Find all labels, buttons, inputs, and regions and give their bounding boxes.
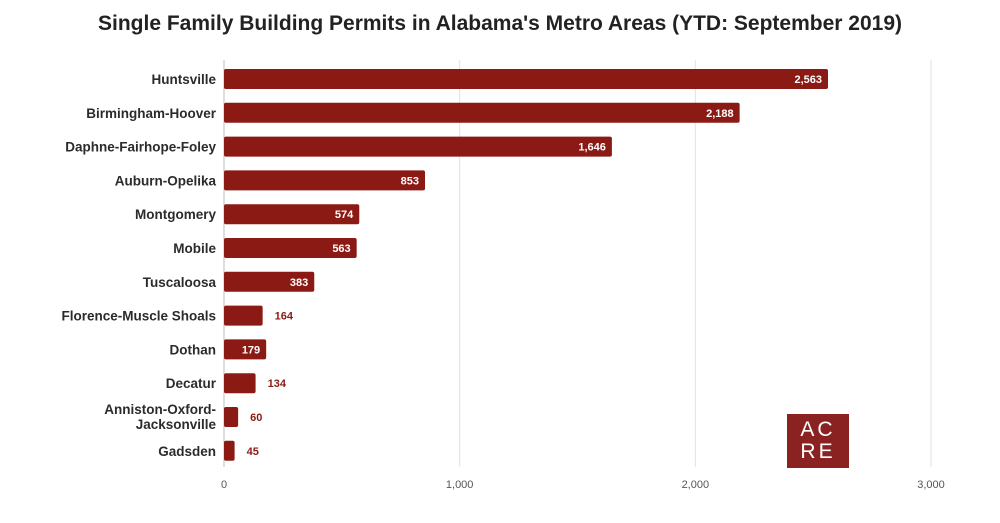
category-labels: Huntsville Birmingham-Hoover Daphne-Fairho… <box>61 72 216 459</box>
category-label: Mobile <box>173 241 216 256</box>
category-label: Dothan <box>170 342 217 357</box>
chart-title: Single Family Building Permits in Alabam… <box>98 12 902 35</box>
bar <box>224 136 612 157</box>
category-label: Decatur <box>166 376 217 391</box>
category-label: Gadsden <box>158 444 216 459</box>
value-label: 853 <box>401 175 419 187</box>
logo-line-2: RE <box>800 440 836 463</box>
logo-line-1: AC <box>800 418 836 441</box>
bar <box>224 305 263 326</box>
bar <box>224 204 360 225</box>
category-label: Montgomery <box>135 207 216 222</box>
category-label: Florence-Muscle Shoals <box>61 309 216 324</box>
acre-logo: AC RE <box>787 414 849 468</box>
bar <box>224 339 267 360</box>
bars <box>224 69 829 461</box>
category-label: Auburn-Opelika <box>115 173 217 188</box>
value-label: 60 <box>250 412 262 424</box>
bar <box>224 69 829 89</box>
value-label: 134 <box>268 378 287 390</box>
category-label: Anniston-Oxford-Jacksonville <box>104 402 216 432</box>
gridlines <box>223 60 932 467</box>
x-axis-ticks: 0 1,000 2,000 3,000 <box>221 479 945 491</box>
value-label: 164 <box>275 311 294 323</box>
value-label: 45 <box>247 446 259 458</box>
bar <box>224 440 235 461</box>
value-label: 179 <box>242 344 260 356</box>
x-tick-label: 3,000 <box>917 479 945 491</box>
bar <box>224 170 426 191</box>
bar <box>224 407 239 427</box>
value-label: 563 <box>332 243 350 255</box>
value-label: 574 <box>335 209 354 221</box>
bar <box>224 373 256 394</box>
value-label: 383 <box>290 277 308 289</box>
x-tick-label: 1,000 <box>446 479 474 491</box>
bar <box>224 102 740 123</box>
category-label: Tuscaloosa <box>143 275 217 290</box>
value-label: 1,646 <box>578 142 606 154</box>
category-label: Huntsville <box>151 72 216 87</box>
x-tick-label: 2,000 <box>682 479 710 491</box>
bar <box>224 238 357 258</box>
category-label: Birmingham-Hoover <box>86 106 217 121</box>
value-label: 2,188 <box>706 108 734 120</box>
x-tick-label: 0 <box>221 479 227 491</box>
bar <box>224 271 315 292</box>
value-label: 2,563 <box>794 74 822 86</box>
value-labels: 2,563 2,188 1,646 853 574 563 383 164 179 134 60 45 <box>242 74 822 458</box>
category-label: Daphne-Fairhope-Foley <box>65 140 216 155</box>
